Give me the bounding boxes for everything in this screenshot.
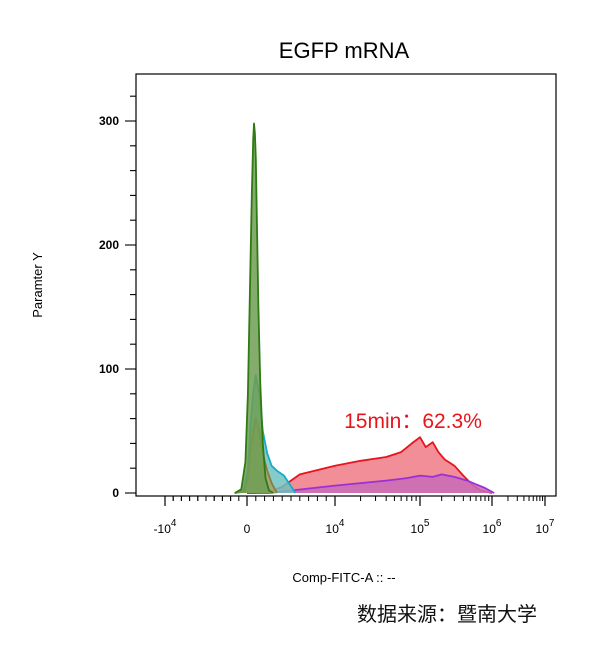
y-axis: 0 100 200 300 — [99, 95, 136, 500]
x-tick-label: 0 — [244, 522, 251, 536]
source-note: 数据来源：暨南大学 — [357, 603, 537, 626]
plot-frame — [135, 73, 557, 497]
y-tick-label: 100 — [99, 362, 119, 376]
x-tick-label: 105 — [411, 518, 430, 536]
series-area-1 — [247, 474, 495, 493]
x-tick-label: -104 — [154, 518, 177, 536]
series-line-4 — [234, 122, 274, 494]
series-layer — [234, 122, 495, 494]
gate-annotation: 15min：62.3% — [344, 410, 482, 433]
y-axis-label: Paramter Y — [30, 252, 45, 318]
y-tick-label: 200 — [99, 238, 119, 252]
y-tick-label: 0 — [112, 486, 119, 500]
chart-title: EGFP mRNA — [279, 38, 410, 63]
y-tick-label: 300 — [99, 114, 119, 128]
x-tick-label: 104 — [326, 518, 345, 536]
x-axis-label: Comp-FITC-A :: -- — [292, 570, 395, 585]
series-area-4 — [234, 123, 274, 493]
series-line-1 — [247, 473, 495, 494]
x-axis: -104 0 104 105 106 107 — [154, 496, 555, 536]
x-tick-label: 107 — [536, 518, 555, 536]
x-tick-label: 106 — [483, 518, 502, 536]
